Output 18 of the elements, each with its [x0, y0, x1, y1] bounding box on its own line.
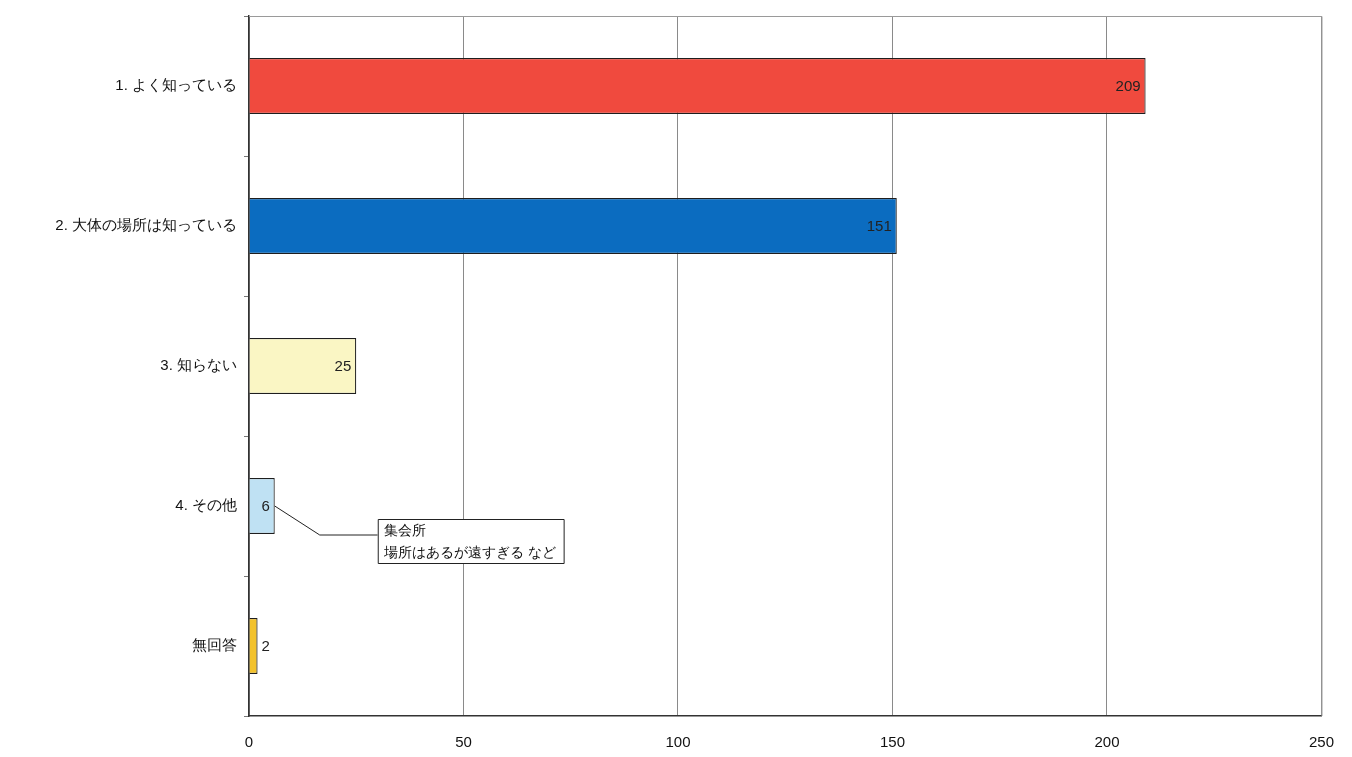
x-tick-label: 100 — [665, 733, 691, 751]
y-tick-label: 4. その他 — [175, 496, 237, 514]
data-label: 209 — [1115, 77, 1141, 95]
x-tick-label: 150 — [879, 733, 906, 751]
annotation: 場所はあるが遠すぎる など — [382, 543, 556, 560]
data-label: 6 — [261, 497, 270, 515]
annotation: 集会所 — [383, 521, 426, 538]
x-tick-label: 200 — [1094, 733, 1120, 751]
y-tick-label: 2. 大体の場所は知っている — [55, 216, 237, 234]
data-label: 151 — [866, 217, 892, 235]
y-tick-label: 1. よく知っている — [115, 76, 237, 94]
data-label: 25 — [334, 357, 352, 375]
x-tick-label: 0 — [244, 733, 254, 751]
data-label: 2 — [261, 637, 270, 655]
y-tick-label: 3. 知らない — [160, 356, 237, 374]
y-tick-label: 無回答 — [192, 636, 237, 654]
x-tick-label: 250 — [1308, 733, 1334, 751]
x-tick-label: 50 — [455, 733, 472, 751]
